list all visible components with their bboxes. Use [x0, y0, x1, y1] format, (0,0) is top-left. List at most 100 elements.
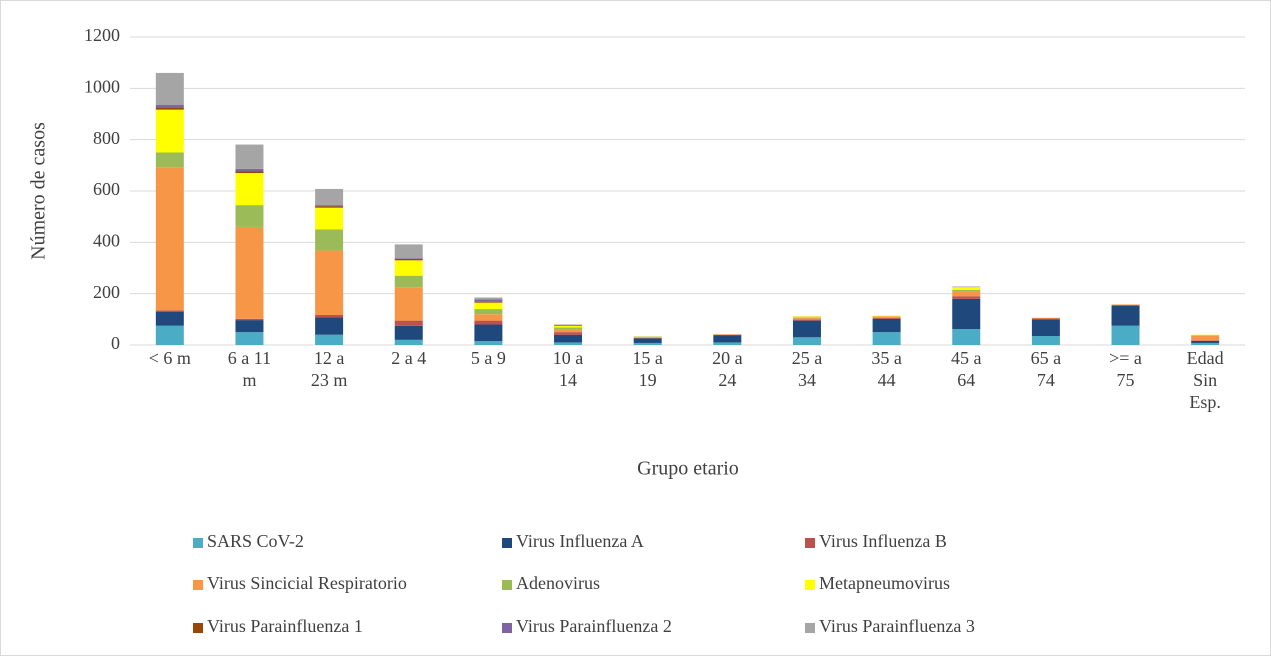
bar-segment — [315, 188, 344, 206]
bar-segment — [155, 107, 184, 110]
legend-swatch — [193, 580, 203, 590]
legend-label: Virus Parainfluenza 1 — [207, 616, 363, 636]
bar-segment — [792, 319, 821, 321]
bar-segment — [474, 324, 503, 342]
bar-segment — [474, 314, 503, 321]
y-tick-label: 600 — [93, 179, 120, 199]
y-tick-label: 400 — [93, 230, 120, 250]
bar-segment — [235, 226, 264, 319]
bar-segment — [952, 291, 981, 297]
y-tick-label: 200 — [93, 282, 120, 302]
bar-segment — [394, 325, 423, 340]
bar-segment — [713, 335, 742, 343]
legend-swatch — [502, 580, 512, 590]
bar-segment — [872, 316, 901, 318]
bar-segment — [633, 336, 662, 338]
bar-segment — [1031, 317, 1060, 319]
bar-segment — [155, 105, 184, 108]
bar-segment — [315, 334, 344, 345]
bar-segment — [1111, 325, 1140, 345]
bar-segment — [1191, 335, 1220, 341]
bar-segment — [235, 205, 264, 227]
bar-segment — [713, 334, 742, 335]
y-tick-label: 0 — [111, 333, 120, 353]
bar-segment — [394, 244, 423, 259]
bar-segment — [315, 229, 344, 251]
bar-segment — [952, 296, 981, 299]
bar-segment — [315, 207, 344, 230]
bar-segment — [1191, 340, 1220, 341]
bar-segment — [394, 260, 423, 276]
bar-segment — [235, 320, 264, 333]
bar-segment — [394, 287, 423, 321]
bar-segment — [792, 318, 821, 320]
x-tick-label: 6 a 11 m — [227, 348, 272, 390]
legend-swatch — [502, 538, 512, 548]
bar-segment — [952, 298, 981, 330]
bar-segment — [155, 325, 184, 345]
bar-segment — [394, 320, 423, 326]
legend-swatch — [502, 623, 512, 633]
x-tick-label: 12 a 23 m — [310, 348, 348, 390]
bar-segment — [394, 339, 423, 345]
bar-segment — [633, 337, 662, 338]
bar-segment — [792, 317, 821, 319]
y-axis-title: Número de casos — [28, 122, 50, 260]
bar-segment — [155, 109, 184, 153]
bar-segment — [1031, 318, 1060, 320]
bar-segment — [792, 320, 821, 338]
bar-segment — [872, 318, 901, 333]
bar-segment — [872, 315, 901, 317]
legend-swatch — [805, 580, 815, 590]
legend-label: Virus Sincicial Respiratorio — [207, 573, 407, 593]
legend-swatch — [193, 538, 203, 548]
bar-segment — [155, 167, 184, 311]
bar-segment — [235, 171, 264, 174]
legend-label: SARS CoV-2 — [207, 531, 304, 551]
bar-segment — [1031, 319, 1060, 337]
x-tick-label: Edad Sin Esp. — [1186, 348, 1224, 412]
bar-segment — [394, 258, 423, 260]
x-tick-label: 5 a 9 — [470, 348, 506, 368]
legend-label: Virus Parainfluenza 2 — [516, 616, 672, 636]
bar-segment — [474, 320, 503, 325]
bar-segment — [155, 310, 184, 312]
y-tick-label: 1200 — [84, 25, 120, 45]
legend-swatch — [805, 623, 815, 633]
bar-segment — [554, 342, 583, 345]
bar-segment — [554, 324, 583, 326]
bar-segment — [474, 299, 503, 302]
bar-segment — [1191, 334, 1220, 336]
legend-label: Virus Parainfluenza 3 — [819, 616, 975, 636]
bar-segment — [792, 316, 821, 318]
bar-segment — [554, 332, 583, 335]
bar-segment — [952, 286, 981, 288]
bar-segment — [872, 317, 901, 319]
x-tick-label: 45 a 64 — [951, 348, 982, 390]
x-tick-label: 65 a 74 — [1030, 348, 1062, 390]
bar-segment — [235, 168, 264, 172]
bar-segment — [235, 332, 264, 345]
bar-segment — [1191, 340, 1220, 343]
bar-segment — [235, 144, 264, 169]
legend-label: Adenovirus — [516, 573, 600, 593]
bar-segment — [952, 289, 981, 292]
x-tick-label: 2 a 4 — [391, 348, 427, 368]
legend-label: Metapneumovirus — [819, 573, 950, 593]
bar-segment — [315, 250, 344, 315]
bar-segment — [554, 334, 583, 343]
bar-segment — [1111, 304, 1140, 305]
bar-segment — [713, 342, 742, 345]
bar-segment — [155, 152, 184, 168]
legend-label: Virus Influenza B — [819, 531, 947, 551]
bar-segment — [315, 317, 344, 335]
bar-segment — [633, 337, 662, 339]
y-tick-label: 1000 — [84, 76, 120, 96]
bar-segment — [792, 337, 821, 345]
x-axis-title: Grupo etario — [637, 458, 739, 480]
bar-segment — [713, 334, 742, 336]
bar-segment — [1031, 336, 1060, 345]
